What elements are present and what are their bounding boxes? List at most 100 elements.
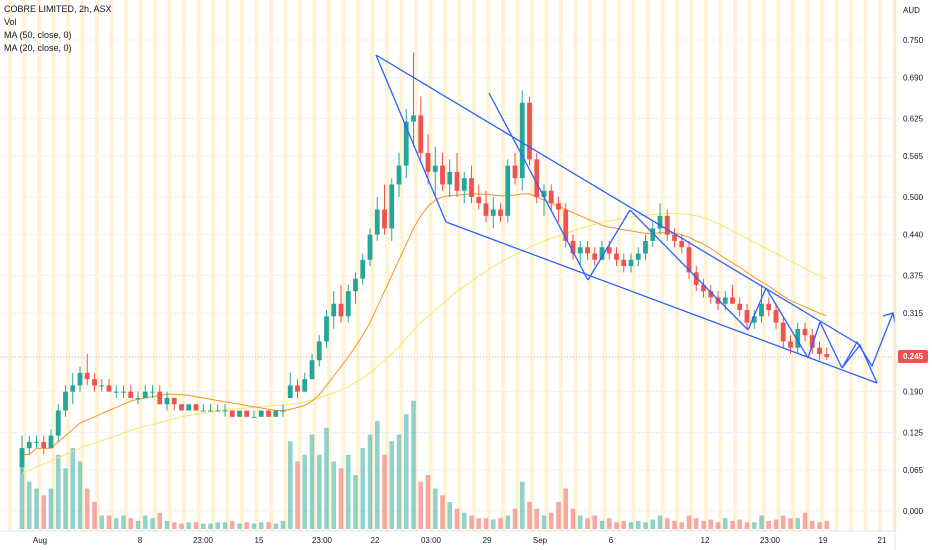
candle-body — [55, 410, 61, 436]
volume-bar — [715, 522, 721, 529]
candle-body — [222, 410, 228, 412]
session-stripe — [327, 0, 331, 531]
volume-bar — [744, 522, 750, 529]
volume-bar — [599, 520, 605, 529]
candle-body — [744, 310, 750, 323]
candle-body — [425, 153, 431, 172]
symbol-title[interactable]: COBRE LIMITED, 2h, ASX — [4, 4, 112, 14]
falling-wedge-drawing[interactable] — [375, 54, 896, 384]
candle-body — [527, 102, 532, 160]
ma50-indicator-label[interactable]: MA (50, close, 0) — [4, 30, 72, 40]
volume-bar — [48, 488, 54, 529]
candle-body — [353, 278, 358, 292]
session-stripe — [878, 0, 882, 531]
volume-bar — [34, 488, 39, 529]
candle-body — [280, 410, 286, 412]
candle-body — [237, 410, 242, 417]
volume-bar — [345, 454, 351, 529]
volume-bar — [92, 502, 97, 529]
session-stripe — [66, 0, 70, 531]
session-stripe — [486, 0, 491, 531]
time-tick-label: 03:00 — [421, 536, 442, 545]
session-stripe — [240, 0, 244, 531]
volume-bar — [570, 508, 576, 529]
volume-bar — [701, 520, 706, 529]
session-stripe — [298, 0, 302, 531]
volume-bar — [353, 475, 358, 529]
volume-bar — [577, 515, 583, 529]
candle-body — [693, 272, 699, 285]
candle-body — [34, 441, 39, 443]
candle-body — [208, 410, 213, 412]
volume-bar — [19, 448, 25, 529]
volume-bar — [215, 522, 221, 529]
volume-bar — [179, 523, 184, 529]
candle-body — [679, 240, 685, 248]
session-stripe — [109, 0, 114, 531]
time-axis[interactable]: Aug 8 23:00 15 23:00 22 03:00 29 Sep 6 12 23:00 19 21 — [33, 536, 887, 545]
volume-bar — [621, 520, 627, 529]
volume-bar — [331, 461, 337, 529]
volume-bar — [679, 522, 685, 529]
candle-body — [657, 215, 663, 229]
candle-body — [686, 247, 692, 273]
session-stripe — [399, 0, 404, 531]
wedge-line — [375, 54, 447, 223]
volume-bar — [780, 515, 786, 529]
session-stripe — [254, 0, 259, 531]
candle-body — [628, 259, 634, 267]
candle-body — [563, 209, 569, 241]
volume-bar — [121, 515, 126, 529]
volume-bar — [150, 518, 155, 529]
volume-bar — [708, 519, 714, 529]
volume-bar — [309, 434, 315, 529]
candle-body — [722, 297, 728, 304]
candle-body — [360, 259, 366, 279]
volume-bar — [556, 502, 561, 529]
volume-bar — [469, 515, 474, 529]
candle-body — [403, 121, 409, 166]
wedge-line — [375, 54, 861, 346]
volume-bar — [287, 441, 293, 529]
vol-indicator-label[interactable]: Vol — [4, 17, 17, 27]
price-tick-label: 0.065 — [903, 466, 924, 475]
volume-bar — [773, 519, 779, 529]
ma20-indicator-label[interactable]: MA (20, close, 0) — [4, 43, 72, 53]
candle-body — [142, 391, 148, 398]
volume-bar — [722, 518, 728, 529]
candle-body — [541, 190, 547, 197]
candle-body — [621, 259, 627, 267]
candle-body — [599, 247, 605, 260]
volume-bar — [432, 488, 438, 529]
volume-bar — [643, 522, 648, 529]
candle-body — [519, 102, 525, 179]
session-stripe — [211, 0, 215, 531]
wedge-line — [819, 321, 843, 369]
session-stripe — [124, 0, 128, 531]
candle-body — [26, 441, 32, 449]
session-stripe — [501, 0, 505, 531]
volume-bar — [606, 518, 612, 529]
candle-body — [730, 297, 735, 304]
session-stripe — [631, 0, 636, 531]
candle-body — [99, 385, 105, 387]
price-tick-label: 0.440 — [903, 231, 924, 240]
volume-bar — [454, 508, 460, 529]
session-stripe — [849, 0, 853, 531]
candle-body — [295, 385, 300, 392]
ma20-line — [22, 193, 827, 455]
session-stripe — [80, 0, 85, 531]
candle-body — [773, 310, 779, 323]
volume-bar — [193, 522, 199, 529]
session-stripe — [167, 0, 172, 531]
candle-body — [759, 303, 764, 317]
price-axis[interactable]: AUD 0.750 0.690 0.625 0.565 0.500 0.440 0.375 0… — [903, 6, 924, 516]
candle-body — [447, 171, 453, 185]
candle-body — [164, 397, 170, 405]
session-stripe — [51, 0, 56, 531]
volume-bar — [403, 414, 409, 529]
candle-body — [809, 335, 815, 348]
volume-bar — [258, 522, 264, 529]
candle-body — [556, 203, 561, 210]
